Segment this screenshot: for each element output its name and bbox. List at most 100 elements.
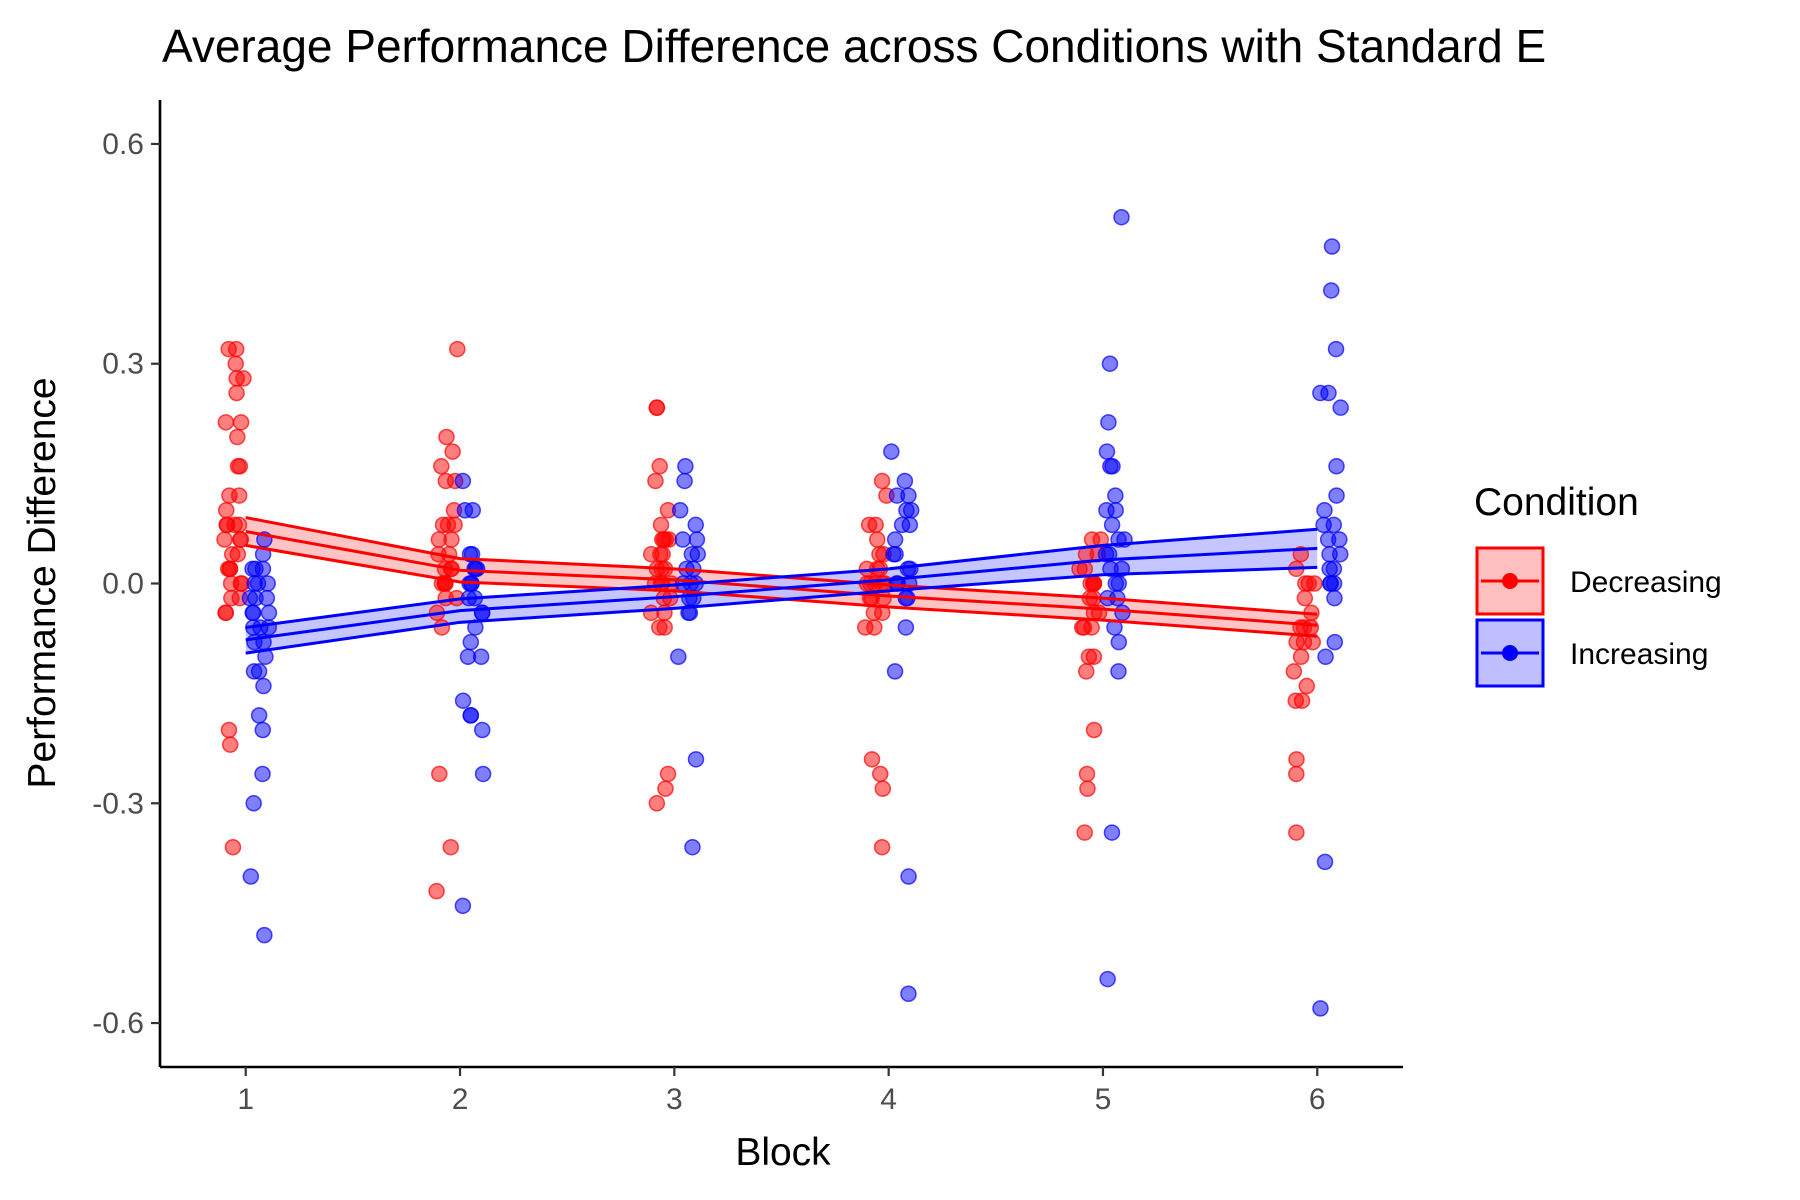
x-tick-label: 1 [237, 1083, 254, 1116]
y-tick-label: -0.6 [92, 1007, 144, 1040]
y-tick-label: 0.6 [102, 128, 144, 161]
x-tick-label: 5 [1095, 1083, 1112, 1116]
x-tick-label: 6 [1309, 1083, 1326, 1116]
increasing-ci-band [245, 529, 1318, 654]
increasing-point [454, 472, 472, 490]
legend-item-decreasing: Decreasing [1475, 546, 1722, 616]
increasing-point [454, 692, 472, 709]
increasing-point [260, 604, 278, 622]
decreasing-point [857, 619, 874, 636]
increasing-point [900, 868, 917, 885]
decreasing-point [1078, 663, 1095, 680]
legend-label-decreasing: Decreasing [1570, 566, 1722, 599]
legend-label-increasing: Increasing [1570, 638, 1708, 671]
legend-key-dot [1502, 645, 1518, 661]
x-tick-label: 2 [452, 1083, 469, 1116]
increasing-point [687, 516, 704, 534]
decreasing-point [1295, 619, 1313, 636]
increasing-point [1317, 648, 1334, 666]
increasing-upper-line [245, 527, 1318, 629]
increasing-point [247, 589, 264, 607]
decreasing-point [1288, 633, 1305, 651]
increasing-point [1332, 399, 1349, 416]
decreasing-point [433, 619, 451, 636]
increasing-point [901, 516, 919, 534]
increasing-point [242, 868, 260, 885]
decreasing-point [657, 780, 674, 797]
increasing-point [1331, 545, 1349, 563]
decreasing-point [872, 765, 889, 783]
decreasing-point [228, 384, 245, 402]
increasing-point [887, 545, 904, 563]
decreasing-point [221, 736, 239, 753]
increasing-point [687, 751, 705, 768]
increasing-point [1113, 208, 1130, 226]
increasing-point [246, 575, 263, 592]
increasing-point [250, 663, 268, 680]
increasing-point [462, 633, 480, 651]
increasing-point [474, 765, 492, 783]
increasing-point [1316, 501, 1333, 519]
decreasing-point [1298, 677, 1315, 695]
increasing-point [245, 795, 262, 812]
increasing-point [902, 501, 920, 519]
decreasing-point [1288, 765, 1305, 783]
increasing-point [1327, 340, 1345, 358]
decreasing-point [647, 472, 664, 490]
increasing-point [244, 560, 261, 578]
decreasing-point [648, 399, 666, 416]
y-axis-ticks: 0.6 0.3 0.0 -0.3 -0.6 [92, 128, 160, 1040]
x-axis-title: Block [735, 1131, 831, 1174]
decreasing-point [216, 531, 233, 548]
decreasing-point [1079, 780, 1096, 797]
decreasing-point [863, 751, 881, 768]
increasing-point [254, 765, 271, 783]
increasing-lower-line [245, 565, 1318, 655]
x-axis-ticks: 1 2 3 4 5 6 [237, 1067, 1326, 1116]
increasing-point [474, 721, 491, 739]
decreasing-point [224, 838, 242, 856]
increasing-point [1328, 487, 1345, 504]
decreasing-point [873, 838, 891, 856]
decreasing-point [657, 531, 675, 548]
increasing-point [900, 487, 917, 504]
increasing-point [674, 531, 692, 548]
decreasing-point [442, 838, 460, 856]
legend-key-dot [1502, 573, 1518, 589]
decreasing-point [231, 531, 249, 548]
increasing-point [886, 663, 904, 680]
increasing-point [1323, 282, 1340, 299]
decreasing-point [221, 560, 239, 578]
mean-lines [245, 516, 1318, 655]
decreasing-point [230, 487, 248, 504]
increasing-point [250, 707, 268, 724]
increasing-point [1110, 633, 1128, 651]
increasing-point [254, 721, 272, 739]
y-tick-label: -0.3 [92, 787, 144, 820]
increasing-point [1321, 575, 1339, 592]
decreasing-point [220, 721, 238, 739]
y-tick-label: 0.0 [102, 568, 144, 601]
decreasing-point [431, 765, 448, 783]
increasing-point [244, 604, 262, 622]
decreasing-point [651, 458, 668, 475]
decreasing-point [433, 458, 450, 475]
increasing-point [1110, 575, 1128, 592]
legend-title: Condition [1474, 481, 1639, 524]
decreasing-point [1288, 751, 1305, 768]
decreasing-point [218, 501, 235, 519]
increasing-point [1099, 970, 1116, 988]
increasing-point [1319, 531, 1337, 548]
x-tick-label: 3 [666, 1083, 683, 1116]
increasing-point [1100, 414, 1117, 431]
confidence-bands [245, 517, 1318, 654]
decreasing-point [1296, 589, 1314, 607]
decreasing-point [651, 619, 668, 636]
increasing-point [462, 707, 479, 724]
decreasing-point [659, 765, 677, 783]
decreasing-point [1078, 765, 1096, 783]
increasing-point [1107, 487, 1124, 504]
increasing-point [677, 458, 694, 475]
increasing-point [896, 472, 914, 490]
increasing-point [689, 545, 706, 563]
